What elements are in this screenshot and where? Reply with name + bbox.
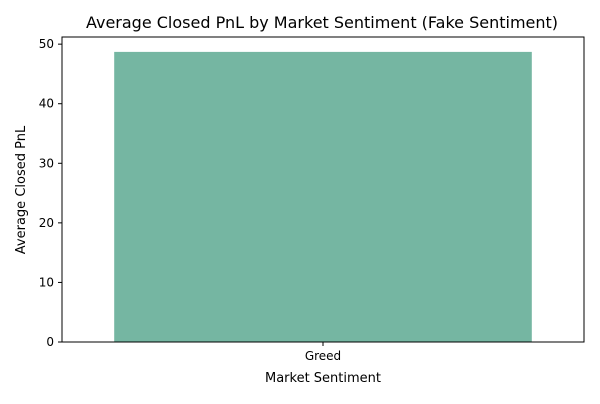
y-tick-label: 0 [46,335,54,349]
plot-frame [61,36,585,343]
chart-title: Average Closed PnL by Market Sentiment (… [86,13,558,32]
y-axis: 0 10 20 30 40 50 [39,37,62,349]
x-tick-label: Greed [305,349,341,363]
x-axis-label: Market Sentiment [265,371,381,386]
y-tick-label: 50 [39,37,54,51]
y-tick-label: 10 [39,275,54,289]
y-tick-label: 40 [39,97,54,111]
bar-greed [114,51,532,342]
plot-area [114,51,532,342]
y-tick-label: 20 [39,216,54,230]
y-axis-label: Average Closed PnL [14,125,29,254]
x-axis: Greed [305,342,341,363]
y-tick-label: 30 [39,156,54,170]
